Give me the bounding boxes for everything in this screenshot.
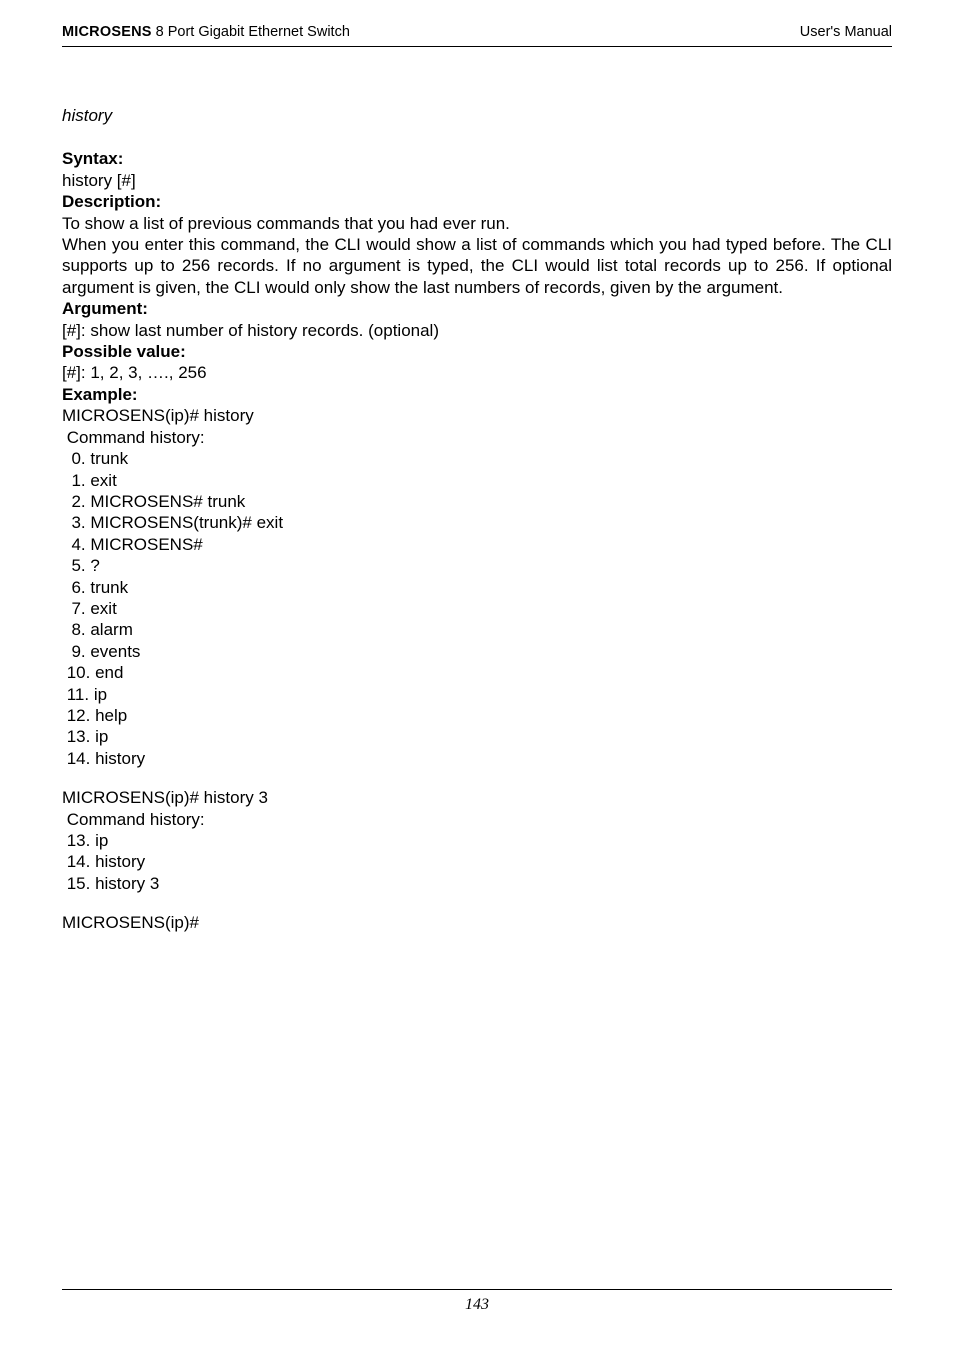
history-item-1: 1. exit <box>62 470 892 491</box>
history-item-0: 0. trunk <box>62 448 892 469</box>
example-cmd2: MICROSENS(ip)# history 3 <box>62 787 892 808</box>
argument-value: [#]: show last number of history records… <box>62 320 892 341</box>
possible-value: [#]: 1, 2, 3, …., 256 <box>62 362 892 383</box>
history-item-10: 10. end <box>62 662 892 683</box>
description-paragraph: When you enter this command, the CLI wou… <box>62 234 892 298</box>
history-item-4: 4. MICROSENS# <box>62 534 892 555</box>
history-item-5: 5. ? <box>62 555 892 576</box>
content-body: history Syntax: history [#] Description:… <box>62 47 892 934</box>
history-item-7: 7. exit <box>62 598 892 619</box>
example-prompt: MICROSENS(ip)# <box>62 912 892 933</box>
history-item-13: 13. ip <box>62 726 892 747</box>
header-brand: MICROSENS <box>62 24 152 40</box>
syntax-value: history [#] <box>62 170 892 191</box>
history-item-6: 6. trunk <box>62 577 892 598</box>
header-right: User's Manual <box>800 24 892 40</box>
history2-item-13: 13. ip <box>62 830 892 851</box>
argument-label: Argument: <box>62 298 892 319</box>
description-label: Description: <box>62 191 892 212</box>
spacer <box>62 769 892 787</box>
history2-item-14: 14. history <box>62 851 892 872</box>
history-item-12: 12. help <box>62 705 892 726</box>
header-product: 8 Port Gigabit Ethernet Switch <box>152 24 350 40</box>
page-footer: 143 <box>62 1289 892 1314</box>
possible-label: Possible value: <box>62 341 892 362</box>
description-line1: To show a list of previous commands that… <box>62 213 892 234</box>
history-item-3: 3. MICROSENS(trunk)# exit <box>62 512 892 533</box>
syntax-label: Syntax: <box>62 148 892 169</box>
history-item-11: 11. ip <box>62 684 892 705</box>
page-header: MICROSENS 8 Port Gigabit Ethernet Switch… <box>62 24 892 47</box>
spacer <box>62 894 892 912</box>
history-item-2: 2. MICROSENS# trunk <box>62 491 892 512</box>
page-number: 143 <box>62 1290 892 1314</box>
history2-item-15: 15. history 3 <box>62 873 892 894</box>
history-item-8: 8. alarm <box>62 619 892 640</box>
history-item-9: 9. events <box>62 641 892 662</box>
example-label: Example: <box>62 384 892 405</box>
history-label-1: Command history: <box>62 427 892 448</box>
history-label-2: Command history: <box>62 809 892 830</box>
header-left: MICROSENS 8 Port Gigabit Ethernet Switch <box>62 24 350 40</box>
command-title: history <box>62 105 892 126</box>
example-cmd1: MICROSENS(ip)# history <box>62 405 892 426</box>
history-item-14: 14. history <box>62 748 892 769</box>
